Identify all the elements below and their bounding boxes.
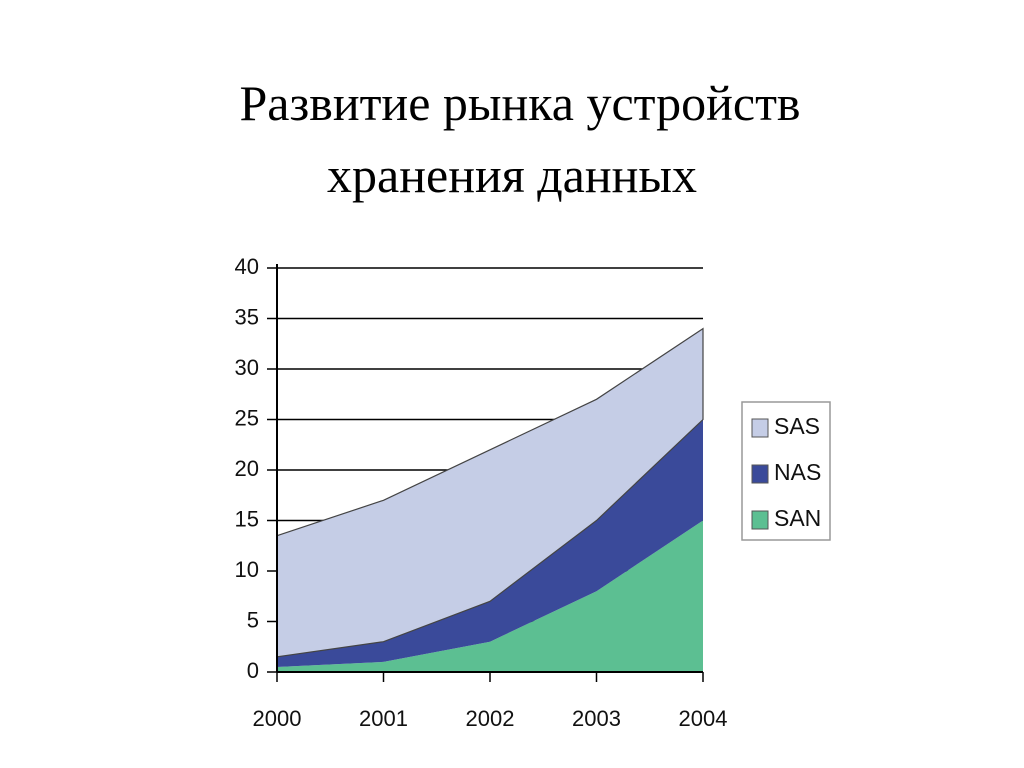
legend-label: SAN (774, 505, 821, 531)
x-tick-label: 2004 (679, 706, 728, 731)
area (277, 419, 703, 667)
y-tick-label: 0 (247, 658, 259, 683)
y-tick-label: 40 (235, 254, 259, 279)
x-tick-label: 2002 (466, 706, 515, 731)
y-tick-label: 30 (235, 355, 259, 380)
legend-label: NAS (774, 459, 821, 485)
y-tick-label: 20 (235, 456, 259, 481)
y-tick-label: 15 (235, 506, 259, 531)
y-tick-label: 25 (235, 405, 259, 430)
area (276, 327, 704, 658)
legend-swatch (751, 464, 769, 484)
x-tick-label: 2001 (359, 706, 408, 731)
y-tick-label: 35 (235, 304, 259, 329)
legend-swatch (751, 418, 769, 438)
x-tick-label: 2003 (572, 706, 621, 731)
y-tick-label: 5 (247, 607, 259, 632)
area (277, 520, 703, 672)
legend-swatch (751, 510, 769, 530)
title-line: Развитие рынка устройств (239, 75, 800, 131)
title-line: хранения данных (327, 147, 697, 203)
y-tick-label: 10 (235, 557, 259, 582)
legend-label: SAS (774, 413, 820, 439)
x-tick-label: 2000 (253, 706, 302, 731)
